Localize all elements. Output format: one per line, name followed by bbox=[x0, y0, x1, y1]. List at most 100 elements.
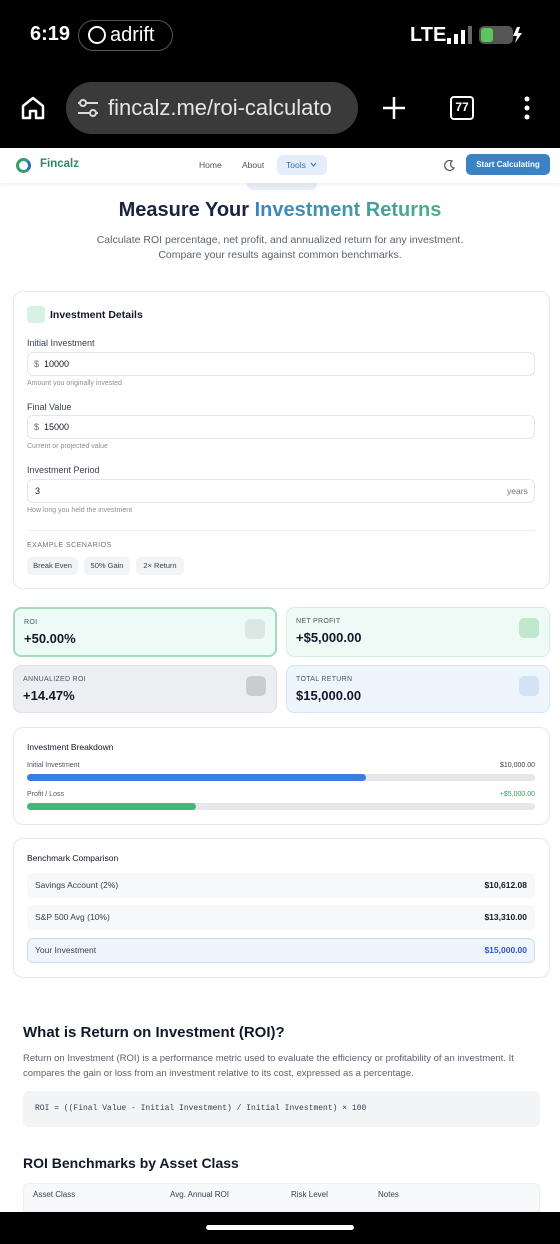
field-hint: Current or projected value bbox=[27, 443, 108, 450]
result-icon bbox=[246, 676, 266, 696]
result-label: ROI bbox=[24, 619, 38, 626]
benchmark-row: S&P 500 Avg (10%) $13,310.00 bbox=[27, 905, 535, 930]
example-button[interactable]: Break Even bbox=[27, 557, 78, 575]
bar-track bbox=[27, 774, 535, 781]
breakdown-amount: $10,000.00 bbox=[499, 762, 535, 769]
input[interactable] bbox=[27, 415, 535, 439]
logo bbox=[16, 158, 31, 173]
hero-title-text: Measure Your bbox=[118, 199, 250, 221]
nav-link[interactable]: Tools bbox=[286, 160, 306, 170]
benchmark-label: Savings Account (2%) bbox=[35, 880, 119, 890]
input[interactable] bbox=[27, 352, 535, 376]
input-value: 3 bbox=[35, 486, 41, 496]
result-card: TOTAL RETURN $15,000.00 bbox=[286, 665, 550, 713]
benchmark-value: $13,310.00 bbox=[484, 912, 527, 922]
divider bbox=[27, 530, 535, 531]
benchmark-value: $10,612.08 bbox=[484, 880, 527, 890]
input-prefix: $ bbox=[34, 359, 40, 369]
form-icon bbox=[27, 306, 45, 323]
benchmark-label: Your Investment bbox=[35, 945, 97, 955]
bar-track bbox=[27, 803, 535, 810]
menu-button[interactable] bbox=[522, 96, 532, 122]
table-header: Asset Class bbox=[33, 1190, 76, 1199]
result-label: ANNUALIZED ROI bbox=[23, 676, 86, 683]
form-title: Investment Details bbox=[50, 309, 143, 321]
breakdown-label: Initial Investment bbox=[27, 762, 80, 769]
field-label: Initial Investment bbox=[27, 338, 95, 348]
breakdown-label: Profit / Loss bbox=[27, 791, 64, 798]
article-paragraph: Return on Investment (ROI) is a performa… bbox=[23, 1053, 514, 1064]
tab-count[interactable]: 77 bbox=[450, 96, 474, 120]
app-name: adrift bbox=[110, 24, 155, 46]
result-value: $15,000.00 bbox=[296, 688, 362, 703]
breakdown-amount: +$5,000.00 bbox=[499, 791, 535, 798]
home-indicator[interactable] bbox=[206, 1225, 354, 1230]
brand[interactable]: Fincalz bbox=[40, 158, 79, 170]
theme-toggle[interactable] bbox=[444, 160, 455, 171]
result-icon bbox=[519, 676, 539, 696]
result-icon bbox=[519, 618, 539, 638]
table-heading: ROI Benchmarks by Asset Class bbox=[23, 1155, 239, 1171]
network: LTE bbox=[410, 24, 447, 46]
nav-link[interactable]: Home bbox=[199, 160, 222, 170]
benchmark-value: $15,000.00 bbox=[484, 945, 527, 955]
example-button[interactable]: 50% Gain bbox=[84, 557, 130, 575]
hero-subtitle: Calculate ROI percentage, net profit, an… bbox=[96, 234, 464, 246]
benchmark-row: Your Investment $15,000.00 bbox=[27, 938, 535, 963]
benchmark-row: Savings Account (2%) $10,612.08 bbox=[27, 873, 535, 898]
home-button[interactable] bbox=[20, 95, 46, 121]
site-settings-icon[interactable] bbox=[76, 98, 100, 118]
formula: ROI = ((Final Value - Initial Investment… bbox=[35, 1104, 367, 1113]
formula-box bbox=[23, 1091, 540, 1127]
form-card bbox=[13, 291, 550, 589]
table-header: Avg. Annual ROI bbox=[170, 1190, 229, 1199]
cta-button[interactable]: Start Calculating bbox=[466, 154, 550, 175]
result-label: NET PROFIT bbox=[296, 618, 341, 625]
url: fincalz.me/roi-calculato bbox=[108, 95, 332, 120]
input-value: 10000 bbox=[44, 359, 70, 369]
result-card: ROI +50.00% bbox=[13, 607, 277, 657]
battery bbox=[479, 26, 522, 44]
result-icon bbox=[245, 619, 265, 639]
new-tab-button[interactable] bbox=[382, 96, 406, 120]
hero-subtitle: Compare your results against common benc… bbox=[158, 249, 402, 261]
article-paragraph: compares the gain or loss from an invest… bbox=[23, 1068, 414, 1079]
input[interactable] bbox=[27, 479, 535, 503]
app-icon bbox=[88, 26, 106, 44]
dropdown-caret bbox=[310, 162, 317, 167]
field-label: Final Value bbox=[27, 402, 72, 412]
table-header: Risk Level bbox=[291, 1190, 328, 1199]
clock: 6:19 bbox=[30, 23, 71, 45]
result-value: +50.00% bbox=[24, 631, 76, 646]
result-value: +14.47% bbox=[23, 688, 75, 703]
nav-tools-pill[interactable] bbox=[277, 155, 327, 175]
breakdown-title: Investment Breakdown bbox=[27, 742, 114, 752]
result-label: TOTAL RETURN bbox=[296, 676, 353, 683]
nav-bar: Fincalz Home About Tools Start Calculati… bbox=[0, 148, 560, 183]
hero-title-highlight: Investment Returns bbox=[254, 199, 442, 221]
signal bbox=[447, 26, 472, 44]
field-label: Investment Period bbox=[27, 465, 100, 475]
nav-link[interactable]: About bbox=[242, 160, 265, 170]
app-pill bbox=[78, 20, 173, 51]
result-card: NET PROFIT +$5,000.00 bbox=[286, 607, 550, 657]
table-header-row bbox=[23, 1183, 540, 1212]
article-heading: What is Return on Investment (ROI)? bbox=[23, 1024, 285, 1041]
url-bar[interactable]: fincalz.me/roi-calculato bbox=[66, 82, 358, 134]
examples-label: EXAMPLE SCENARIOS bbox=[27, 542, 112, 549]
result-card: ANNUALIZED ROI +14.47% bbox=[13, 665, 277, 713]
input-prefix: $ bbox=[34, 422, 40, 432]
benchmark-label: S&P 500 Avg (10%) bbox=[35, 912, 110, 922]
example-button[interactable]: 2× Return bbox=[136, 557, 184, 575]
field-hint: How long you held the investment bbox=[27, 507, 133, 514]
result-value: +$5,000.00 bbox=[296, 630, 362, 645]
table-header: Notes bbox=[378, 1190, 399, 1199]
input-value: 15000 bbox=[44, 422, 70, 432]
bar-fill bbox=[27, 774, 366, 781]
field-hint: Amount you originally invested bbox=[27, 380, 122, 387]
input-suffix: years bbox=[507, 486, 528, 496]
bar-fill bbox=[27, 803, 197, 810]
hero-title: Measure Your Investment Returns bbox=[0, 199, 560, 222]
benchmark-title: Benchmark Comparison bbox=[27, 853, 119, 863]
